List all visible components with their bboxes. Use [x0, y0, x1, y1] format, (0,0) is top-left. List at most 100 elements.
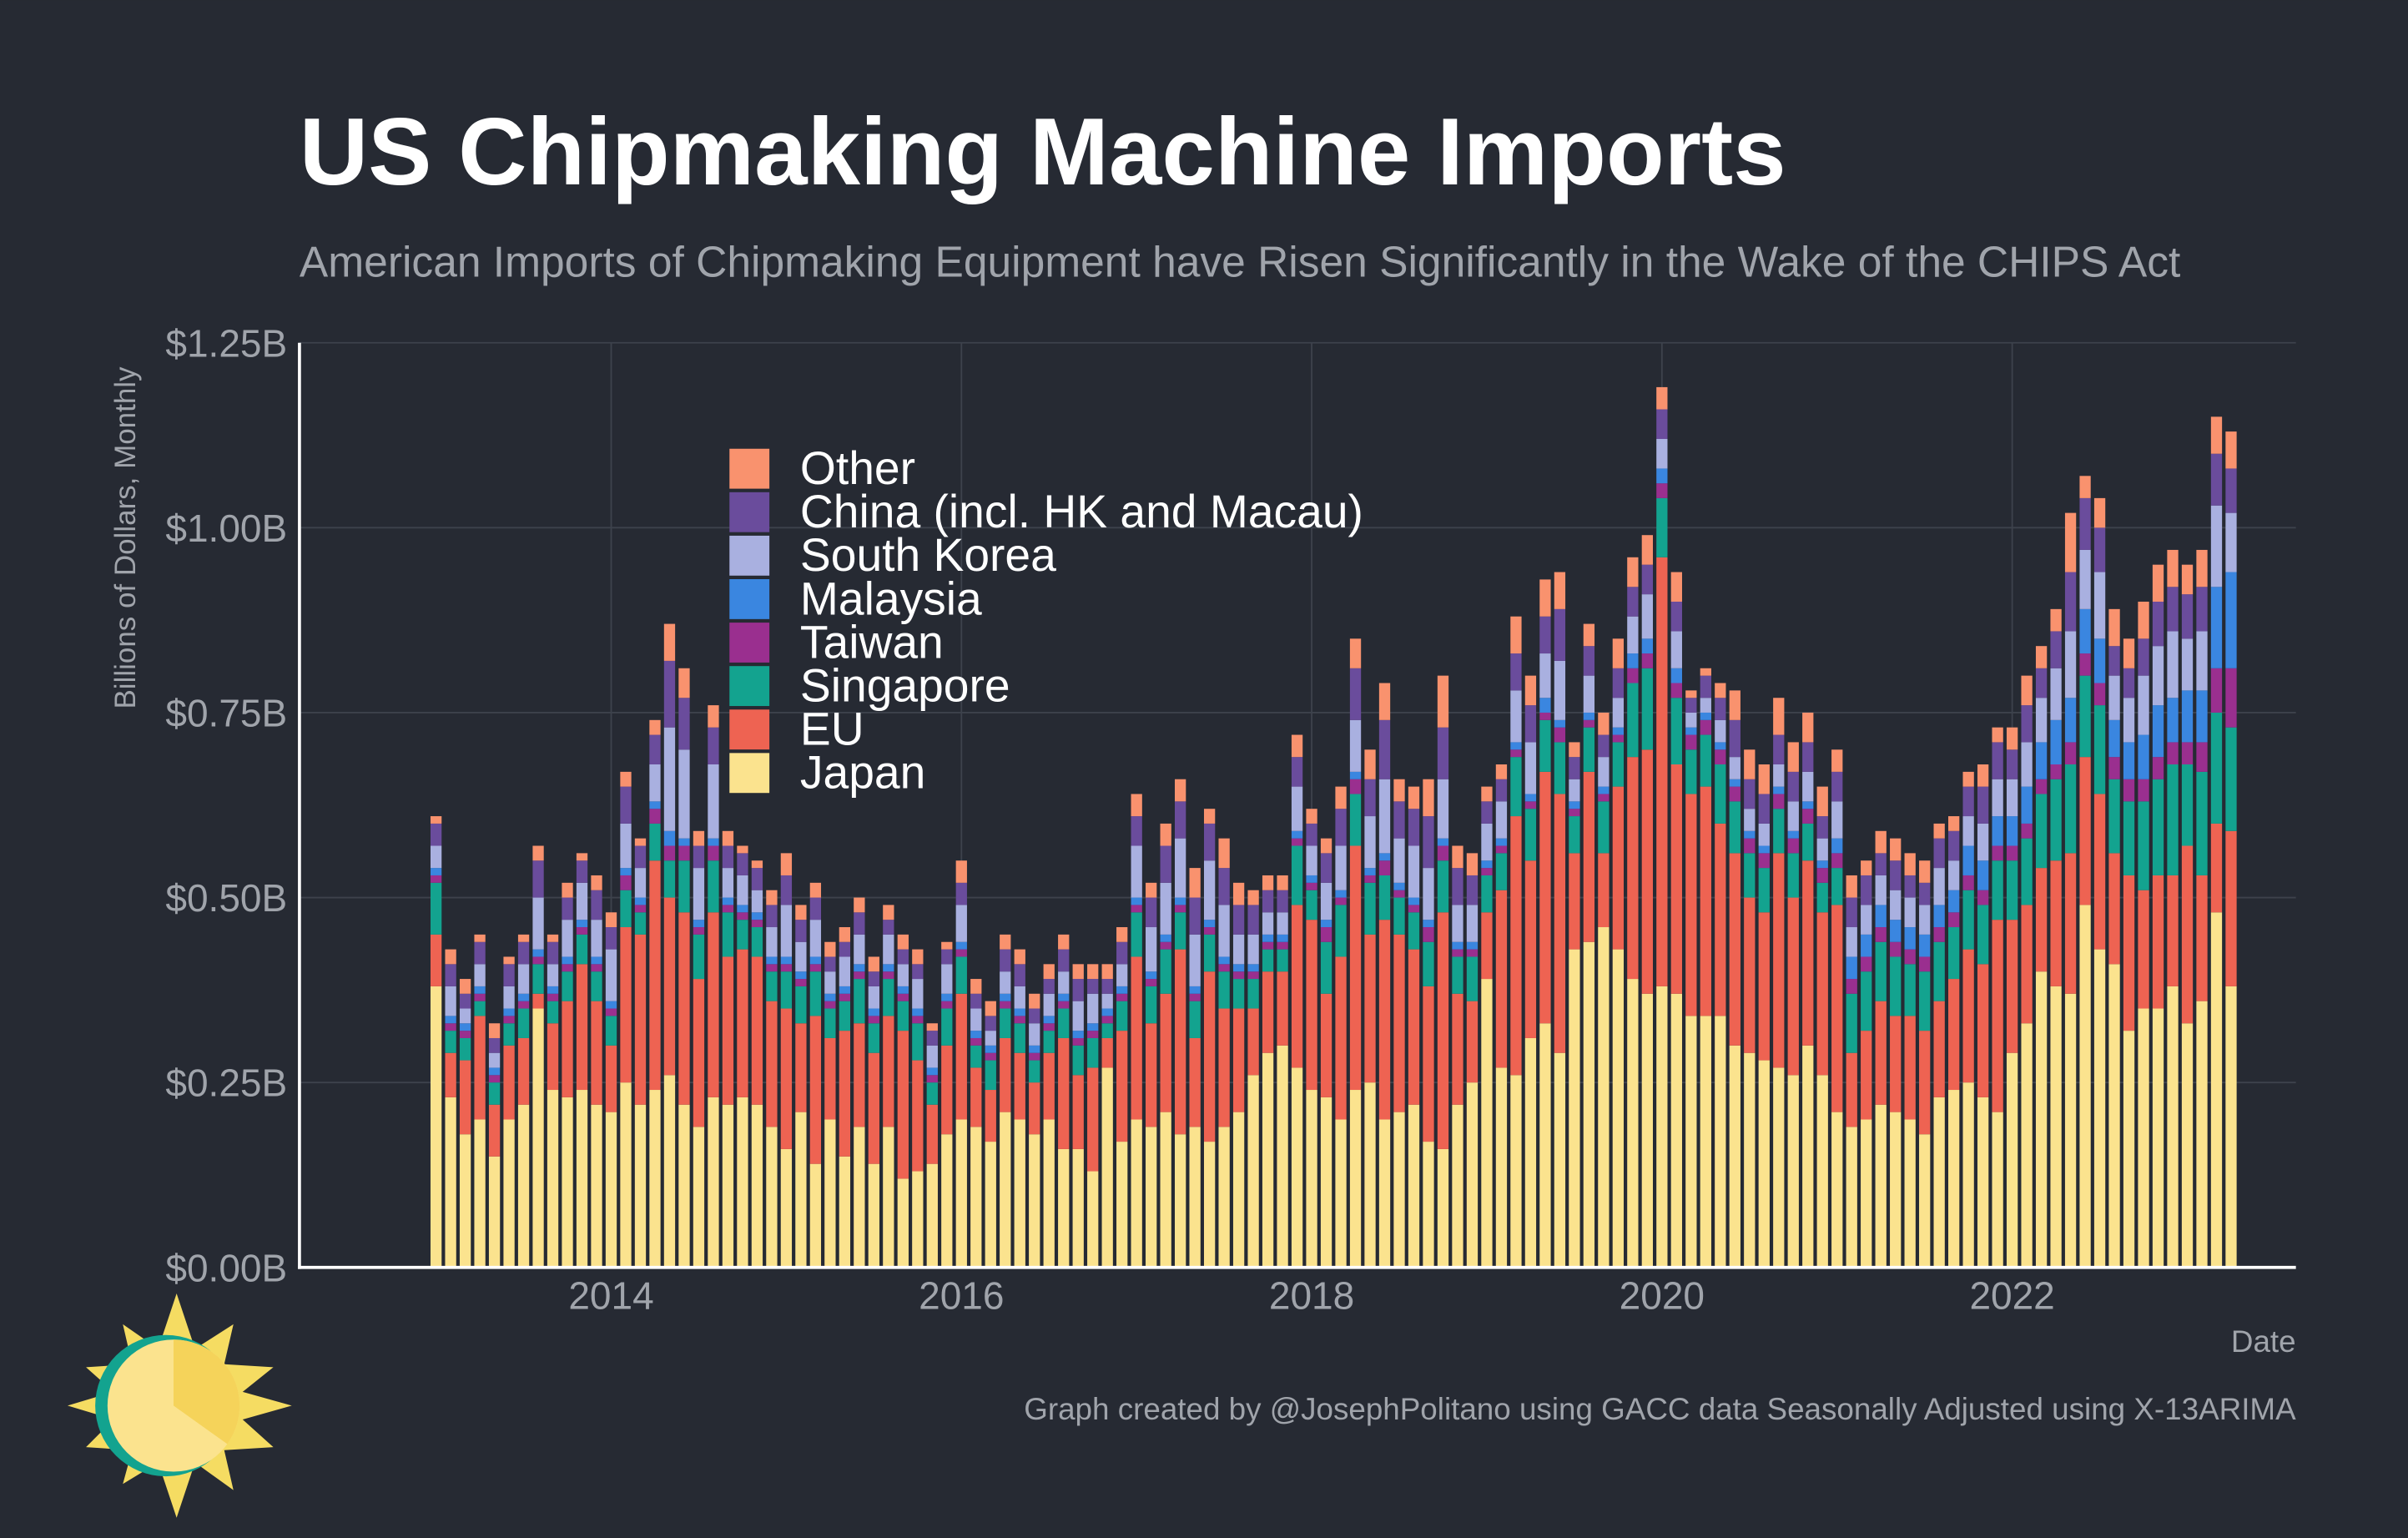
bar-segment	[459, 1060, 471, 1135]
bar-segment	[2093, 497, 2106, 528]
bar-segment	[1029, 1045, 1040, 1053]
bar-segment	[445, 1031, 456, 1053]
bar-segment	[809, 971, 822, 1016]
bar-segment	[2181, 845, 2194, 1024]
bar-segment	[1992, 845, 2003, 861]
bar-segment	[868, 971, 879, 986]
bar-segment	[1744, 897, 1756, 1053]
bar-segment	[1861, 934, 1872, 957]
bar-segment	[1569, 809, 1580, 817]
bar-segment	[2123, 638, 2135, 668]
bar-segment	[576, 934, 588, 965]
bar-segment	[430, 816, 442, 824]
bar-segment	[824, 971, 836, 994]
bar-segment	[854, 912, 865, 935]
bar-segment	[2035, 742, 2048, 779]
bar-segment	[1131, 956, 1142, 1120]
bar-segment	[1306, 809, 1317, 824]
bar-segment	[854, 979, 865, 1024]
bar-segment	[1700, 712, 1711, 720]
bar-segment	[1802, 1045, 1814, 1268]
bar-segment	[1218, 838, 1230, 869]
bar-segment	[1977, 905, 1989, 965]
bar-segment	[1116, 1001, 1128, 1031]
bar-segment	[1539, 1023, 1551, 1268]
bar-segment	[663, 727, 676, 831]
bar-segment	[1481, 786, 1493, 802]
bar-segment	[2035, 794, 2048, 869]
bar-segment	[634, 1104, 647, 1268]
bar-segment	[1481, 912, 1493, 980]
bar-segment	[474, 934, 486, 942]
bar-segment	[1043, 1023, 1055, 1031]
bar-segment	[2196, 742, 2208, 772]
bar-segment	[1029, 1134, 1040, 1268]
bar-segment	[1816, 860, 1828, 869]
bar-segment	[1029, 1060, 1040, 1083]
bar-segment	[2196, 771, 2208, 875]
bar-segment	[1524, 1037, 1537, 1268]
bar-segment	[459, 993, 471, 1009]
bar-segment	[1875, 1104, 1887, 1268]
bar-segment	[1466, 1082, 1479, 1268]
bar-segment	[708, 764, 719, 839]
bar-segment	[1320, 920, 1332, 928]
bar-segment	[1773, 698, 1785, 735]
bar-segment	[620, 786, 632, 824]
bar-segment	[868, 1023, 879, 1053]
bar-segment	[547, 941, 559, 965]
bar-segment	[576, 860, 588, 883]
bar-segment	[693, 934, 705, 980]
bar-segment	[1116, 1142, 1128, 1268]
bar-segment	[1218, 1127, 1230, 1268]
bar-segment	[1510, 1075, 1522, 1268]
bar-segment	[985, 1090, 996, 1142]
bar-segment	[941, 1134, 953, 1268]
bar-segment	[693, 830, 705, 846]
bar-segment	[955, 1119, 967, 1268]
bar-segment	[1846, 927, 1857, 957]
bar-segment	[1656, 497, 1668, 557]
bar-segment	[1875, 830, 1887, 854]
bar-segment	[1933, 1001, 1945, 1097]
bar-segment	[1598, 801, 1610, 854]
bar-segment	[488, 1104, 501, 1157]
bar-segment	[1787, 897, 1799, 1076]
bar-segment	[2196, 587, 2208, 632]
bar-segment	[2108, 964, 2120, 1268]
bar-segment	[1861, 971, 1872, 1031]
bar-segment	[1569, 757, 1580, 779]
bar-segment	[2021, 742, 2033, 787]
bar-segment	[1758, 823, 1770, 846]
bar-segment	[1000, 1001, 1011, 1009]
bar-segment	[678, 668, 690, 698]
bar-segment	[1262, 890, 1274, 913]
bar-segment	[1087, 1037, 1099, 1068]
bar-segment	[1773, 734, 1785, 765]
bar-segment	[1364, 749, 1376, 779]
bar-segment	[2167, 764, 2179, 875]
bar-segment	[1831, 801, 1843, 839]
legend-label: Taiwan	[800, 616, 944, 668]
bar-segment	[839, 1001, 851, 1031]
bar-segment	[1146, 882, 1157, 898]
bar-segment	[926, 1163, 938, 1268]
bar-segment	[1992, 742, 2003, 779]
bar-segment	[1715, 742, 1726, 750]
bar-segment	[970, 1045, 982, 1068]
bar-segment	[663, 660, 676, 728]
x-tick-label: 2022	[1969, 1273, 2054, 1317]
bar-segment	[1495, 1067, 1508, 1268]
bar-segment	[1423, 1142, 1434, 1268]
bar-segment	[1962, 771, 1974, 787]
bar-segment	[1058, 1037, 1070, 1149]
bar-segment	[1452, 949, 1463, 957]
bar-segment	[1758, 764, 1770, 794]
bar-segment	[1058, 971, 1070, 994]
bar-segment	[1364, 779, 1376, 817]
bar-segment	[1349, 719, 1362, 772]
bar-segment	[532, 956, 544, 965]
bar-segment	[1160, 882, 1171, 935]
bar-segment	[1320, 993, 1332, 1097]
